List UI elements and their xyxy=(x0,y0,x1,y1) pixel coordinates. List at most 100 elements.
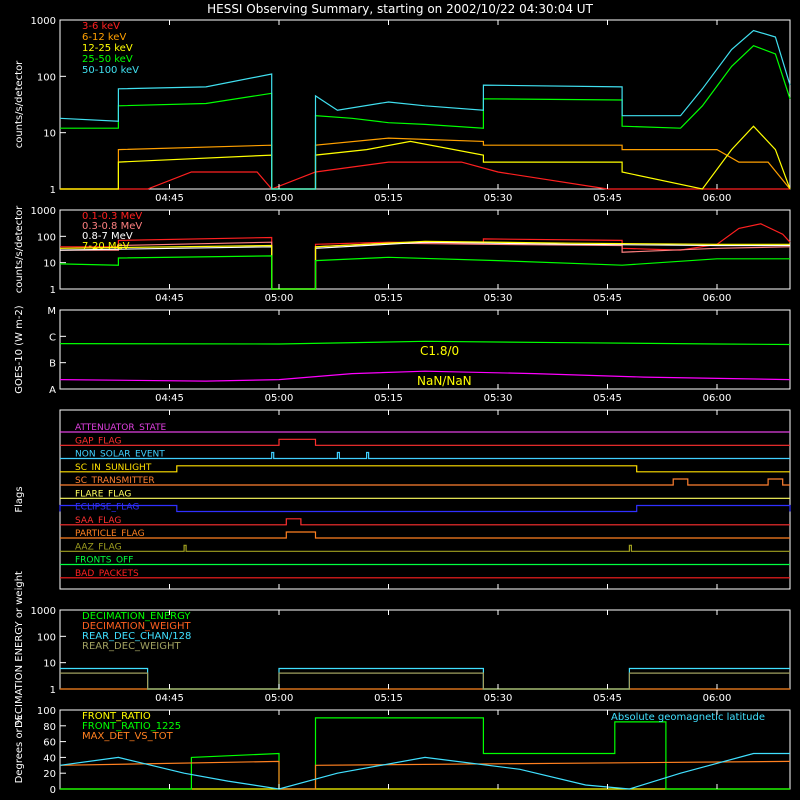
low_energy_rates-legend-3: 25-50 keV xyxy=(82,54,133,65)
ratios-series-line-3 xyxy=(59,752,790,790)
flag-label: AAZ_FLAG xyxy=(75,542,122,552)
decimation-ytick-label: 100 xyxy=(37,632,56,643)
ratios-ytick-label: 100 xyxy=(37,706,56,717)
flag-row-aaz-flag: AAZ_FLAG xyxy=(60,542,790,552)
flag-row-saa-flag: SAA_FLAG xyxy=(60,516,790,526)
flag-row-particle-flag: PARTICLE_FLAG xyxy=(60,529,790,539)
time-tick-label: 06:00 xyxy=(703,393,732,404)
decimation-series-line-3 xyxy=(60,672,790,690)
flag-label: FRONTS_OFF xyxy=(75,556,133,566)
low_energy_rates-legend-2: 12-25 keV xyxy=(82,43,133,54)
time-tick-label: 06:00 xyxy=(703,293,732,304)
decimation-legend-3: REAR_DEC_WEIGHT xyxy=(82,641,181,652)
low_energy_rates-ytick-label: 1 xyxy=(50,185,56,196)
flag-line xyxy=(60,438,790,446)
flag-row-non-solar-event: NON_SOLAR_EVENT xyxy=(60,450,790,460)
time-tick-label: 05:00 xyxy=(265,693,294,704)
time-tick-label: 05:45 xyxy=(593,693,622,704)
flag-line xyxy=(59,504,791,513)
flag-row-fronts-off: FRONTS_OFF xyxy=(60,556,790,566)
goes-ytick-label: C xyxy=(49,332,56,343)
ratios-legend-0: FRONT_RATIO xyxy=(82,711,151,722)
flag-line xyxy=(60,478,790,486)
ratios-ytick-label: 20 xyxy=(43,769,56,780)
high_energy_rates-legend-0: 0.1-0.3 MeV xyxy=(82,211,142,222)
ratios-ytick-label: 0 xyxy=(50,785,56,796)
goes-panel: A B C M C1.8/0 NaN/NaN GOES-10 (W m-2) xyxy=(14,305,791,396)
goes-ytick-label: M xyxy=(47,306,56,317)
flag-line xyxy=(60,518,790,526)
flag-row-eclipse-flag: ECLIPSE_FLAG xyxy=(59,503,791,513)
time-tick-label: 04:45 xyxy=(155,193,184,204)
goes-class-annotation: C1.8/0 xyxy=(420,344,459,358)
time-axis-labels-0: 04:45 05:00 05:15 05:30 05:45 06:00 xyxy=(155,193,731,204)
low_energy_rates-legend-4: 50-100 keV xyxy=(82,65,139,76)
high_energy_rates-series-line-1 xyxy=(60,241,791,290)
decimation-ytick-label: 1 xyxy=(50,685,56,696)
low_energy_rates-legend-1: 6-12 keV xyxy=(82,32,126,43)
low_energy_rates-series-line-1 xyxy=(60,137,791,190)
time-tick-label: 05:15 xyxy=(374,393,403,404)
decimation-legend-2: REAR_DEC_CHAN/128 xyxy=(82,631,191,642)
high_energy_rates-series-line-0 xyxy=(60,223,791,290)
ratios-ytick-label: 60 xyxy=(43,738,56,749)
decimation-ylabel: DECIMATION ENERGY or weight xyxy=(14,571,25,728)
flag-row-sc-transmitter: SC_TRANSMITTER xyxy=(60,476,790,486)
time-tick-label: 05:45 xyxy=(593,393,622,404)
high_energy_rates-ytick-label: 1000 xyxy=(31,206,56,217)
decimation-panel: 1 10 100 1000 DECIMATION_ENERGYDECIMATION_WE… xyxy=(14,571,791,728)
flags-ylabel: Flags xyxy=(14,486,25,512)
time-tick-label: 04:45 xyxy=(155,293,184,304)
goes-series-line-0 xyxy=(59,340,791,346)
flag-line xyxy=(60,531,790,539)
flag-row-bad-packets: BAD_PACKETS xyxy=(60,569,790,579)
time-tick-label: 05:30 xyxy=(484,193,513,204)
flag-label: NON_SOLAR_EVENT xyxy=(75,450,165,460)
decimation-ytick-label: 1000 xyxy=(31,606,56,617)
ratios-ytick-label: 80 xyxy=(43,722,56,733)
goes-series-line-1 xyxy=(59,370,791,382)
flag-label: GAP_FLAG xyxy=(75,436,121,446)
flag-label: ATTENUATOR_STATE xyxy=(75,423,167,433)
flag-line xyxy=(60,465,790,473)
flag-row-attenuator-state: ATTENUATOR_STATE xyxy=(60,423,790,433)
low_energy_rates-frame xyxy=(59,19,791,190)
flag-line xyxy=(60,544,790,552)
flag-line xyxy=(60,451,790,460)
low_energy_rates-series-line-2 xyxy=(60,125,791,190)
flag-row-flare-flag: FLARE_FLAG xyxy=(60,489,790,499)
high_energy_rates-legend-2: 0.8-7 MeV xyxy=(82,231,133,242)
ratios-ylabel: Degrees or % xyxy=(14,716,25,784)
time-tick-label: 06:00 xyxy=(703,693,732,704)
time-tick-label: 05:15 xyxy=(374,193,403,204)
decimation-legend-0: DECIMATION_ENERGY xyxy=(82,611,191,622)
flag-label: SC_IN_SUNLIGHT xyxy=(75,463,152,473)
flag-label: FLARE_FLAG xyxy=(75,489,131,499)
time-tick-label: 04:45 xyxy=(155,393,184,404)
figure-title: HESSI Observing Summary, starting on 200… xyxy=(207,2,593,16)
goes-ratio-annotation: NaN/NaN xyxy=(417,374,472,388)
time-tick-label: 05:45 xyxy=(593,293,622,304)
high_energy_rates-ytick-label: 100 xyxy=(37,232,56,243)
time-axis-labels-3: 04:45 05:00 05:15 05:30 05:45 06:00 xyxy=(155,693,731,704)
flag-label: PARTICLE_FLAG xyxy=(75,529,145,539)
flag-label: BAD_PACKETS xyxy=(75,569,139,579)
time-tick-label: 05:30 xyxy=(484,693,513,704)
latitude-annotation: Absolute geomagnetic latitude xyxy=(611,712,765,723)
flag-label: ECLIPSE_FLAG xyxy=(75,503,139,513)
time-axis-labels-2: 04:45 05:00 05:15 05:30 05:45 06:00 xyxy=(155,393,731,404)
time-axis-labels-1: 04:45 05:00 05:15 05:30 05:45 06:00 xyxy=(155,293,731,304)
low_energy_rates-series-line-4 xyxy=(59,29,791,190)
ratios-series-line-2 xyxy=(59,760,791,790)
decimation-ytick-label: 10 xyxy=(43,659,56,670)
low_energy_rates-series-line-3 xyxy=(60,45,791,190)
high_energy_rates-legend-1: 0.3-0.8 MeV xyxy=(82,221,142,232)
time-tick-label: 06:00 xyxy=(703,193,732,204)
low_energy_rates-ytick-label: 10 xyxy=(43,129,56,140)
time-tick-label: 05:30 xyxy=(484,293,513,304)
ratios-panel: 0 20 40 60 80 100 Absolute geomagnetic latitud… xyxy=(14,706,791,796)
low_energy_rates-ytick-label: 100 xyxy=(37,72,56,83)
